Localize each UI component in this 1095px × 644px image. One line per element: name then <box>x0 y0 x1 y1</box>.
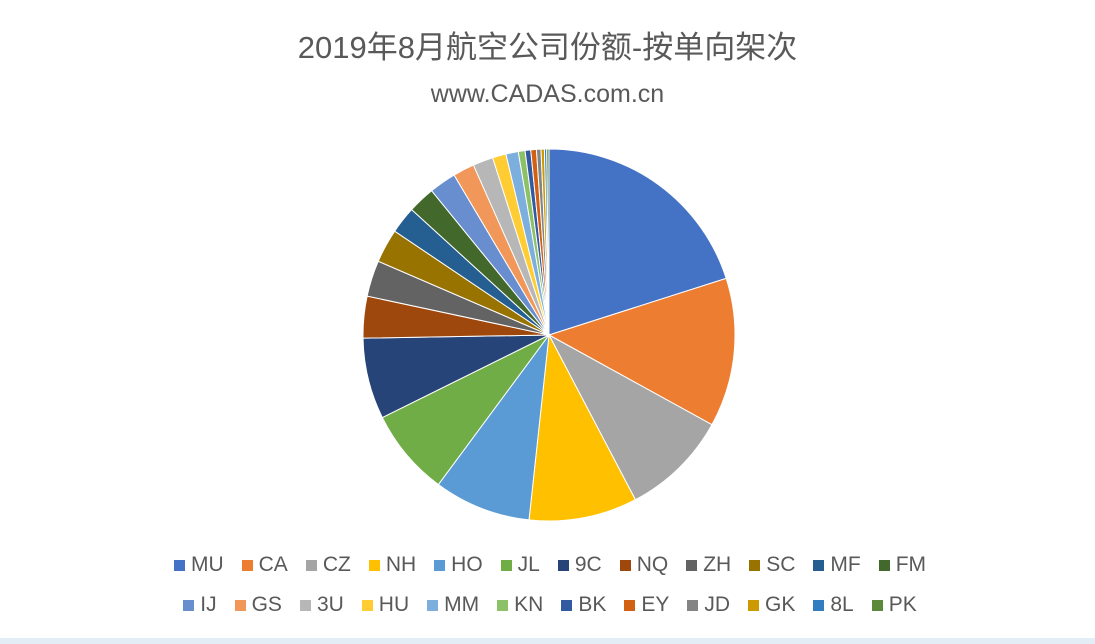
legend-item-jl: JL <box>500 552 540 578</box>
legend-item-pk: PK <box>871 592 917 618</box>
legend-item-ho: HO <box>434 552 483 578</box>
legend-item-ca: CA <box>241 552 288 578</box>
bottom-divider <box>0 638 1095 644</box>
legend-swatch <box>173 559 185 571</box>
legend-item-gs: GS <box>234 592 282 618</box>
legend-swatch <box>813 599 825 611</box>
legend-item-sc: SC <box>749 552 795 578</box>
legend-label: 9C <box>574 553 602 576</box>
legend-item-3u: 3U <box>299 592 344 618</box>
legend-swatch <box>813 559 825 571</box>
legend-label: PK <box>888 593 917 616</box>
legend-item-ey: EY <box>624 592 669 618</box>
legend-item-nq: NQ <box>619 552 669 578</box>
legend-swatch <box>561 599 573 611</box>
pie-slice-nh <box>528 333 637 522</box>
legend-label: MM <box>444 593 480 616</box>
legend-swatch <box>305 559 317 571</box>
chart-subtitle: www.CADAS.com.cn <box>430 80 665 108</box>
legend-label: KN <box>514 593 544 616</box>
legend-item-bk: BK <box>561 592 606 618</box>
legend-swatch <box>871 599 883 611</box>
legend-label: EY <box>641 593 670 616</box>
legend-label: FM <box>895 553 927 576</box>
legend-swatch <box>299 599 311 611</box>
legend-label: JL <box>517 553 540 576</box>
legend-swatch <box>687 599 699 611</box>
pie-slice-mu <box>548 148 727 336</box>
legend-swatch <box>234 599 246 611</box>
legend-label: SC <box>766 553 796 576</box>
legend-label: GK <box>765 593 796 616</box>
legend-swatch <box>427 599 439 611</box>
legend-label: NQ <box>636 553 669 576</box>
legend-label: CA <box>258 553 288 576</box>
legend-item-kn: KN <box>497 592 543 618</box>
legend-item-8l: 8L <box>813 592 854 618</box>
pie-slice-ho <box>437 333 550 521</box>
pie-slice-pk <box>546 148 550 336</box>
legend-swatch <box>183 599 195 611</box>
legend-label: MU <box>190 553 224 576</box>
legend-label: HO <box>451 553 483 576</box>
legend-item-nh: NH <box>368 552 417 578</box>
legend-swatch <box>748 599 760 611</box>
legend-label: HU <box>378 593 410 616</box>
legend-swatch <box>619 559 631 571</box>
legend-label: JD <box>704 593 731 616</box>
legend-label: BK <box>578 593 607 616</box>
legend-swatch <box>434 559 446 571</box>
legend-label: MF <box>830 553 861 576</box>
legend-item-jd: JD <box>687 592 730 618</box>
legend-swatch <box>624 599 636 611</box>
legend-item-mm: MM <box>427 592 479 618</box>
legend-item-mu: MU <box>173 552 224 578</box>
legend-label: ZH <box>703 553 732 576</box>
legend-item-mf: MF <box>813 552 861 578</box>
legend-item-hu: HU <box>361 592 410 618</box>
chart-title: 2019年8月航空公司份额-按单向架次 <box>297 30 798 65</box>
legend-swatch <box>361 599 373 611</box>
legend-label: 8L <box>830 593 854 616</box>
legend-swatch <box>500 559 512 571</box>
legend-swatch <box>686 559 698 571</box>
legend-label: GS <box>251 593 282 616</box>
legend-item-ij: IJ <box>183 592 217 618</box>
legend-swatch <box>749 559 761 571</box>
legend-swatch <box>497 599 509 611</box>
legend-swatch <box>878 559 890 571</box>
legend-label: 3U <box>316 593 344 616</box>
legend-swatch <box>557 559 569 571</box>
legend-label: CZ <box>322 553 351 576</box>
legend-swatch <box>368 559 380 571</box>
legend-item-fm: FM <box>878 552 927 578</box>
legend-label: IJ <box>200 593 217 616</box>
legend-item-gk: GK <box>748 592 795 618</box>
legend-item-zh: ZH <box>686 552 731 578</box>
legend-label: NH <box>385 553 417 576</box>
legend-item-cz: CZ <box>305 552 351 578</box>
chart-legend: MU CA CZ NH HO JL 9C NQ ZH SC MF FM IJ GS 3U HU MM KN BK EY… <box>150 552 950 618</box>
pie-slice-ca <box>547 277 736 426</box>
pie-slice-cz <box>547 333 713 501</box>
legend-swatch <box>241 559 253 571</box>
legend-item-9c: 9C <box>557 552 602 578</box>
